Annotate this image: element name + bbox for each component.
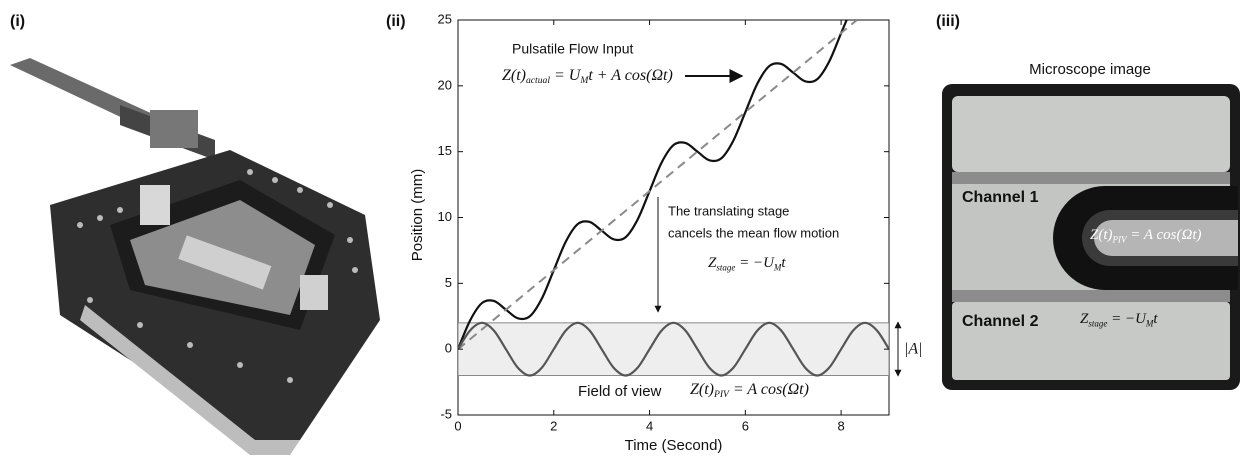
series-line xyxy=(458,20,858,350)
equation-part: = U xyxy=(550,67,582,84)
y-tick-label: 25 xyxy=(438,11,452,26)
equation-part: M xyxy=(773,263,782,273)
microscope-image xyxy=(942,84,1240,390)
equation-part: PIV xyxy=(713,389,730,400)
equation: Z(t)actual = UMt + A cos(Ωt) xyxy=(502,67,673,86)
x-tick-label: 6 xyxy=(742,418,749,433)
y-axis-label: Position (mm) xyxy=(409,169,426,262)
y-tick-label: 15 xyxy=(438,143,452,158)
equation-part: = A cos(Ωt) xyxy=(729,381,809,398)
x-axis-label: Time (Second) xyxy=(625,437,723,454)
series-line xyxy=(458,20,848,350)
annotation: |A| xyxy=(904,341,923,358)
device-render xyxy=(10,58,380,455)
equation-part: Z xyxy=(1080,311,1089,327)
annotation: cancels the mean flow motion xyxy=(668,225,839,240)
equation-part: = −U xyxy=(1107,311,1147,327)
annotation: Field of view xyxy=(578,383,662,400)
equation-part: Z(t) xyxy=(502,67,526,84)
y-tick-label: 5 xyxy=(445,275,452,290)
x-tick-label: 2 xyxy=(550,418,557,433)
equation-part: Z xyxy=(708,255,717,271)
equation-part: stage xyxy=(716,263,735,273)
channel-label: Channel 1 xyxy=(962,189,1039,206)
x-tick-label: 8 xyxy=(837,418,844,433)
equation-part: PIV xyxy=(1112,235,1128,245)
panel-label: (ii) xyxy=(386,13,406,30)
x-tick-label: 0 xyxy=(454,418,461,433)
equation-part: t xyxy=(781,255,786,271)
equation-part: actual xyxy=(526,75,550,86)
annotation: The translating stage xyxy=(668,203,789,218)
equation-part: stage xyxy=(1088,319,1107,329)
equation-part: t xyxy=(1153,311,1158,327)
equation-part: Z(t) xyxy=(690,381,714,398)
equation-part: M xyxy=(1145,319,1154,329)
annotation: Pulsatile Flow Input xyxy=(512,41,634,57)
equation-part: M xyxy=(579,75,589,86)
equation-part: = A cos(Ωt) xyxy=(1127,227,1202,243)
field-of-view-band xyxy=(458,322,889,377)
microscope-title: Microscope image xyxy=(1029,61,1151,78)
equation: Z(t)PIV = A cos(Ωt) xyxy=(690,381,809,400)
equation: Zstage = −UMt xyxy=(708,255,786,272)
channel-label: Channel 2 xyxy=(962,313,1039,330)
y-tick-label: 10 xyxy=(438,209,452,224)
equation: Z(t)PIV = A cos(Ωt) xyxy=(1090,227,1202,244)
equation: Zstage = −UMt xyxy=(1080,311,1158,328)
series-line xyxy=(458,321,889,377)
panel-label: (iii) xyxy=(936,13,960,30)
equation-part: = −U xyxy=(735,255,775,271)
y-tick-label: 20 xyxy=(438,77,452,92)
equation-part: t + A cos(Ωt) xyxy=(588,67,672,84)
y-tick-label: -5 xyxy=(440,406,452,421)
equation-part: Z(t) xyxy=(1090,227,1113,243)
y-tick-label: 0 xyxy=(445,341,452,356)
panel-label: (i) xyxy=(10,13,25,30)
x-tick-label: 4 xyxy=(646,418,653,433)
